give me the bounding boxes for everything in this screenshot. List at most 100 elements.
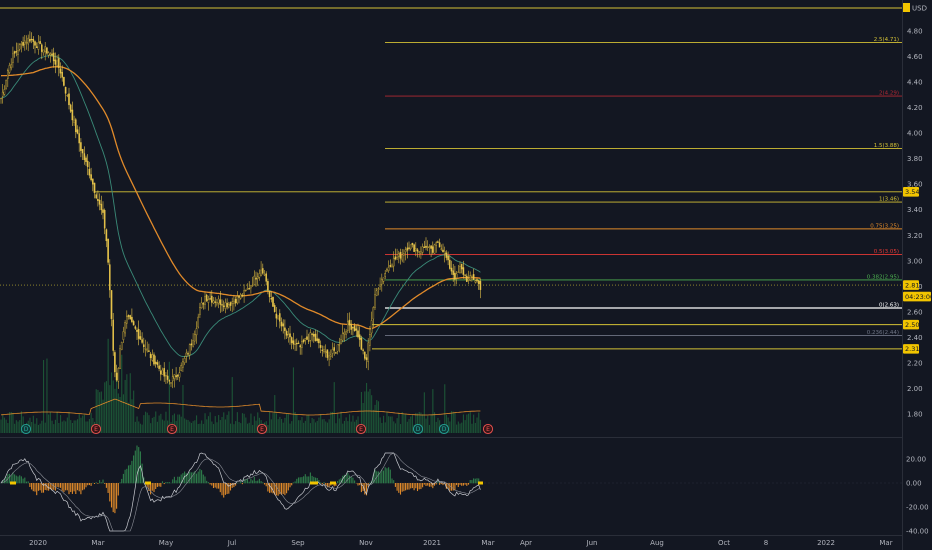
event-marker-dividend[interactable]: [412, 423, 424, 435]
candle-body: [331, 349, 334, 354]
candle-body: [97, 199, 99, 201]
volume-bar: [445, 414, 447, 433]
oscillator-histogram-bar: [374, 469, 376, 484]
oscillator-histogram-bar: [420, 483, 422, 490]
volume-bar: [218, 415, 220, 433]
oscillator-zero-marker: [10, 481, 16, 485]
price-tag[interactable]: [903, 291, 931, 302]
volume-bar: [451, 411, 453, 433]
price-axis-tick: 2.00: [907, 385, 923, 393]
oscillator-histogram-bar: [235, 483, 237, 486]
volume-bar: [151, 417, 153, 433]
oscillator-histogram-bar: [403, 483, 405, 492]
candle-body: [304, 338, 307, 341]
price-tag[interactable]: [903, 187, 919, 197]
candle-body: [296, 342, 298, 345]
candle-body: [250, 285, 252, 289]
oscillator-histogram-bar: [459, 483, 461, 485]
oscillator-histogram-bar: [294, 481, 296, 484]
volume-bar: [401, 412, 403, 433]
volume-bar: [60, 415, 62, 433]
fib-level-label: 2(4.29): [879, 91, 899, 97]
candle-body: [409, 244, 412, 250]
candle-body: [233, 300, 235, 304]
candle-body: [341, 333, 344, 341]
candles: [0, 31, 482, 389]
time-axis-tick: May: [159, 539, 173, 547]
oscillator-histogram-bar: [170, 482, 172, 484]
event-marker-earnings[interactable]: [256, 423, 268, 435]
fib-levels[interactable]: 2.5(4.71) 2(4.29) 1.5(3.88) 1(3.46) 0.75(3.2…: [385, 37, 902, 336]
candle-body: [234, 298, 237, 304]
volume-bar: [299, 420, 301, 433]
oscillator-histogram-bar: [36, 483, 38, 496]
oscillator-histogram-bar: [5, 476, 7, 484]
horizontal-lines[interactable]: [0, 7, 902, 350]
candle-body: [236, 296, 239, 304]
volume-bar: [190, 422, 192, 433]
oscillator-histogram-bar: [131, 460, 133, 484]
oscillator-histogram-bar: [401, 483, 403, 492]
oscillator-histogram-bar: [282, 483, 284, 494]
candle-body: [438, 242, 441, 248]
oscillator-histogram-bar: [31, 483, 33, 490]
event-marker-dividend[interactable]: [20, 423, 32, 435]
price-axis-tick: 2.20: [907, 359, 923, 367]
oscillator-histogram-bar: [428, 483, 430, 487]
candle-body: [401, 254, 404, 261]
event-marker-earnings[interactable]: [90, 423, 102, 435]
price-tag[interactable]: [903, 344, 919, 354]
oscillator-histogram-bar: [347, 472, 349, 484]
volume-bar: [444, 384, 446, 433]
candle-body: [280, 321, 283, 327]
volume-bar: [292, 367, 294, 433]
event-marker-label: E: [170, 426, 174, 433]
candle-body: [83, 153, 86, 161]
event-marker-earnings[interactable]: [355, 423, 367, 435]
fib-level-label: 0.236(2.44): [867, 330, 899, 336]
volume-bar: [330, 411, 332, 433]
oscillator-histogram-bar: [218, 483, 220, 489]
oscillator-histogram-bar: [449, 483, 451, 491]
oscillator-histogram-bar: [180, 474, 182, 484]
oscillator-histogram-bar: [462, 483, 464, 486]
oscillator-histogram-bar: [274, 483, 276, 495]
volume-bar: [138, 421, 140, 433]
event-marker-label: D: [416, 426, 421, 433]
event-marker-earnings[interactable]: [166, 423, 178, 435]
candle-body: [64, 86, 67, 94]
candle-body: [469, 275, 472, 281]
volume-bar: [248, 422, 250, 433]
candle-body: [282, 323, 285, 327]
oscillator-histogram-bar: [158, 483, 160, 487]
oscillator-histogram-bar: [279, 483, 281, 495]
volume-bar: [328, 419, 330, 433]
candle-body: [47, 52, 50, 56]
price-tag[interactable]: [903, 280, 919, 290]
oscillator-histogram-bar: [394, 483, 396, 487]
candle-body: [71, 109, 74, 121]
oscillator-histogram-bar: [236, 482, 238, 484]
candle-body: [357, 330, 359, 338]
price-axis-tick: 4.00: [907, 130, 923, 138]
volume-bar: [2, 414, 4, 433]
volume-bar: [281, 418, 283, 433]
price-axis-tick: 4.20: [907, 104, 923, 112]
oscillator-zero-marker: [478, 481, 483, 485]
event-marker-earnings[interactable]: [482, 423, 494, 435]
price-tag[interactable]: [903, 319, 919, 330]
oscillator-histogram-bar: [34, 483, 36, 492]
candle-body: [338, 344, 341, 346]
oscillator-histogram-bar: [318, 480, 320, 484]
candle-body: [462, 267, 465, 275]
oscillator-histogram-bar: [93, 483, 96, 484]
oscillator-histogram-bar: [333, 483, 335, 487]
oscillator-histogram-bar: [206, 480, 208, 484]
oscillator-histogram-bar: [102, 479, 104, 484]
volume-bar: [303, 422, 305, 433]
candle-body: [253, 275, 256, 285]
event-marker-dividend[interactable]: [438, 423, 450, 435]
volume-bar: [66, 417, 68, 433]
